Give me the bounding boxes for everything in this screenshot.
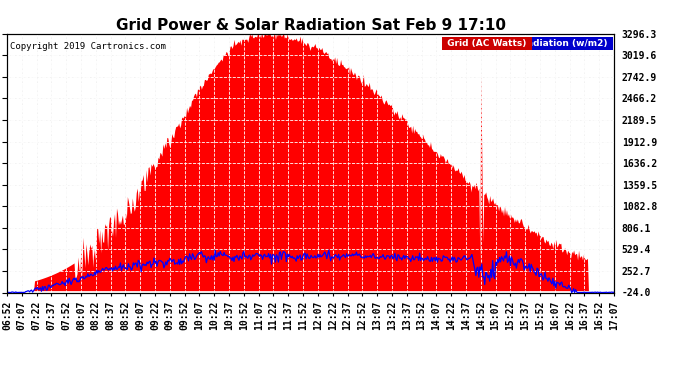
Text: Radiation (w/m2): Radiation (w/m2) <box>518 39 611 48</box>
Text: Copyright 2019 Cartronics.com: Copyright 2019 Cartronics.com <box>10 42 166 51</box>
Title: Grid Power & Solar Radiation Sat Feb 9 17:10: Grid Power & Solar Radiation Sat Feb 9 1… <box>115 18 506 33</box>
Text: Grid (AC Watts): Grid (AC Watts) <box>444 39 530 48</box>
